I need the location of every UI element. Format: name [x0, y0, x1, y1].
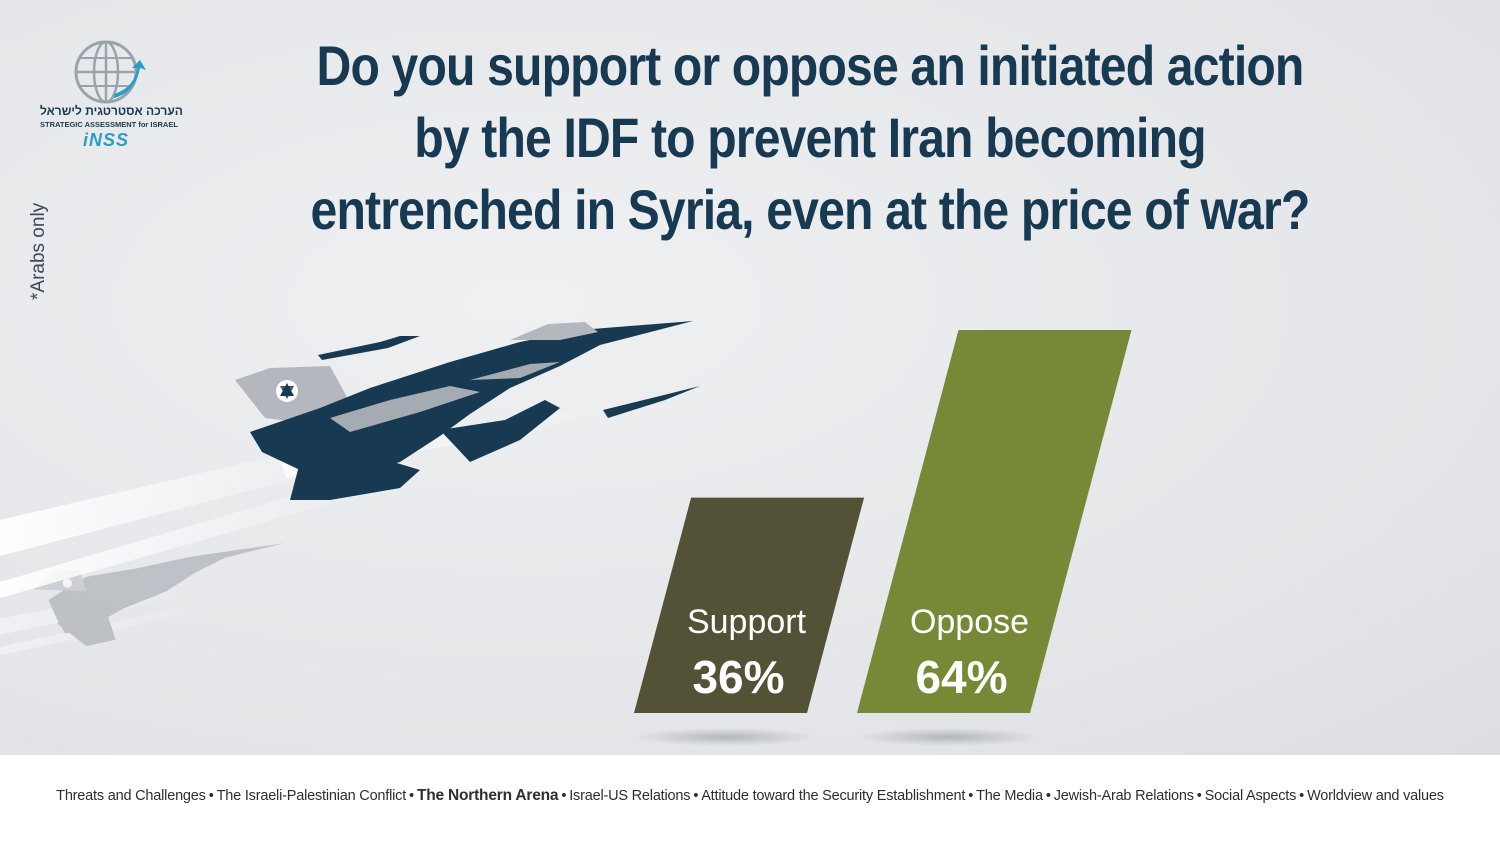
footer-topic: Israel-US Relations — [569, 788, 691, 804]
fighter-jet-icon — [235, 321, 700, 500]
contrail — [0, 436, 366, 556]
foreground-jet — [0, 321, 700, 598]
globe-icon — [74, 40, 146, 104]
footer-topic: Jewish-Arab Relations — [1053, 788, 1194, 804]
chart-title: Do you support or oppose an initiated ac… — [310, 34, 1311, 241]
footer: Threats and Challenges • The Israeli-Pales… — [0, 755, 1500, 844]
topic-separator: • — [561, 788, 567, 804]
topic-separator: • — [409, 788, 414, 804]
footer-topic: Social Aspects — [1204, 788, 1297, 804]
bar-value-label: 36% — [692, 651, 784, 703]
bar-support — [634, 497, 865, 713]
bar-category-label: Support — [687, 603, 807, 641]
footer-topic: Worldview and values — [1307, 788, 1444, 804]
footer-topic-list: Threats and Challenges • The Israeli-Pales… — [0, 787, 1500, 805]
footer-topic: The Israeli-Palestinian Conflict — [216, 788, 407, 804]
topic-separator: • — [208, 788, 214, 804]
topic-separator: • — [1299, 788, 1305, 804]
background-jet — [0, 543, 284, 656]
bar-category-label: Oppose — [910, 603, 1029, 641]
topic-separator: • — [1196, 788, 1202, 804]
footer-topic: The Northern Arena — [416, 787, 559, 804]
bar-value-label: 64% — [915, 651, 1007, 703]
bar-shadow — [634, 728, 817, 746]
logo-hebrew-text: הערכה אסטרטגית לישראל — [40, 104, 183, 118]
topic-separator: • — [968, 788, 974, 804]
topic-separator: • — [1045, 788, 1051, 804]
footer-topic: Attitude toward the Security Establishme… — [701, 788, 966, 804]
contrail — [0, 470, 384, 598]
inss-logo: הערכה אסטרטגית לישראל STRATEGIC ASSESSME… — [40, 38, 183, 154]
footer-topic: The Media — [976, 788, 1043, 804]
bar-oppose — [857, 330, 1132, 713]
topic-separator: • — [693, 788, 699, 804]
infographic-stage: הערכה אסטרטגית לישראל STRATEGIC ASSESSME… — [0, 0, 1500, 755]
bars-group: Support 36% Oppose 64% — [634, 330, 1132, 746]
fighter-jet-icon — [0, 543, 284, 656]
chart-canvas: Support 36% Oppose 64% — [0, 321, 1132, 746]
footer-topic: Threats and Challenges — [56, 788, 206, 804]
bar-shadow — [857, 728, 1040, 746]
logo-english-text: STRATEGIC ASSESSMENT for ISRAEL — [40, 120, 178, 129]
logo-acronym: iNSS — [82, 130, 129, 150]
